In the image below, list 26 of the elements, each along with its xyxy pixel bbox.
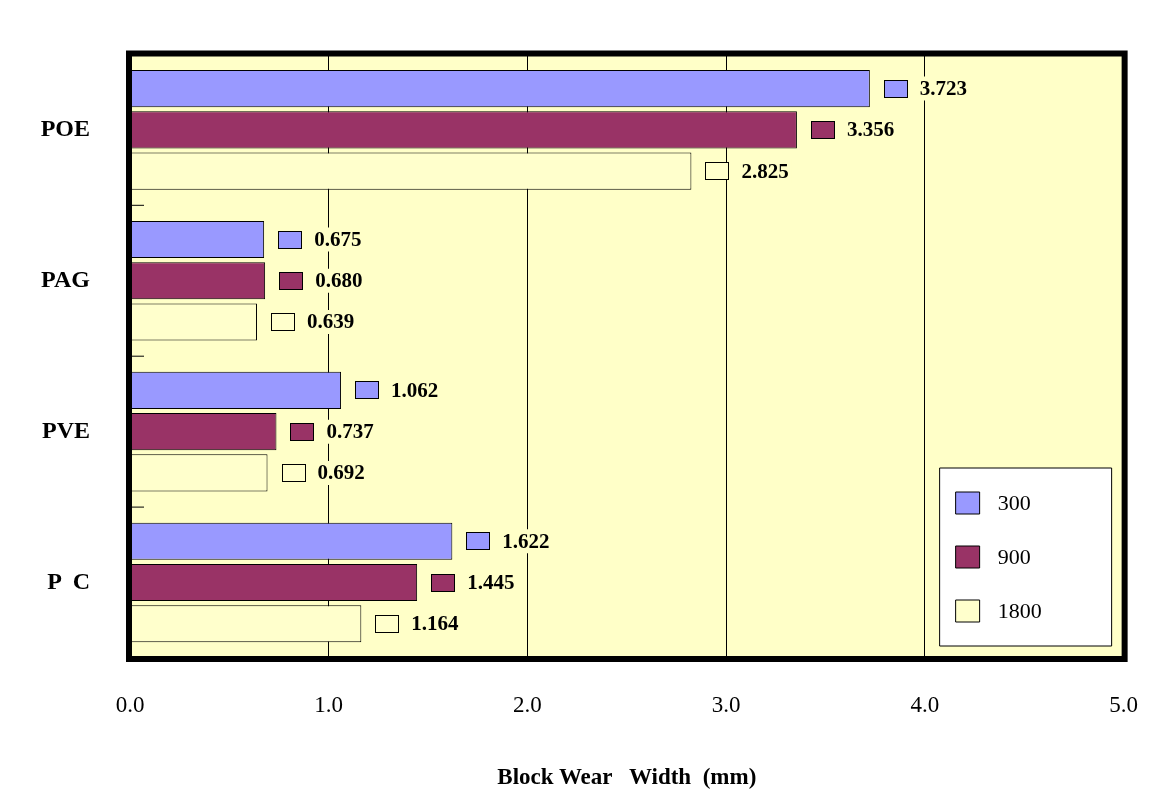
data-label: 0.675 bbox=[314, 226, 362, 251]
data-label: 1.164 bbox=[411, 611, 460, 636]
x-tick-label: 2.0 bbox=[513, 691, 542, 717]
legend-label: 1800 bbox=[997, 597, 1042, 623]
legend-label: 300 bbox=[997, 489, 1031, 515]
data-label: 2.825 bbox=[741, 158, 789, 183]
data-label: 0.639 bbox=[306, 309, 355, 334]
data-label: 0.680 bbox=[315, 268, 363, 293]
x-axis-title: Block Wear Width (mm) bbox=[497, 764, 757, 790]
x-tick-label: 5.0 bbox=[1109, 691, 1138, 717]
y-tick-label: POE bbox=[40, 115, 90, 142]
data-label: 0.737 bbox=[326, 419, 374, 444]
x-tick-label: 1.0 bbox=[314, 691, 344, 717]
y-tick-label: PVE bbox=[42, 416, 90, 443]
y-tick-label: PAG bbox=[41, 265, 91, 292]
data-label: 0.692 bbox=[317, 460, 365, 485]
legend-label: 900 bbox=[997, 543, 1031, 569]
x-tick-label: 4.0 bbox=[910, 691, 940, 717]
data-label: 1.062 bbox=[391, 377, 439, 402]
y-tick-label: P C bbox=[47, 567, 90, 594]
data-label: 3.723 bbox=[919, 76, 968, 101]
x-tick-label: 3.0 bbox=[711, 691, 741, 717]
data-label: 1.445 bbox=[467, 569, 515, 594]
data-label: 1.622 bbox=[502, 528, 550, 553]
data-label: 3.356 bbox=[846, 117, 895, 142]
x-tick-label: 0.0 bbox=[115, 691, 145, 717]
